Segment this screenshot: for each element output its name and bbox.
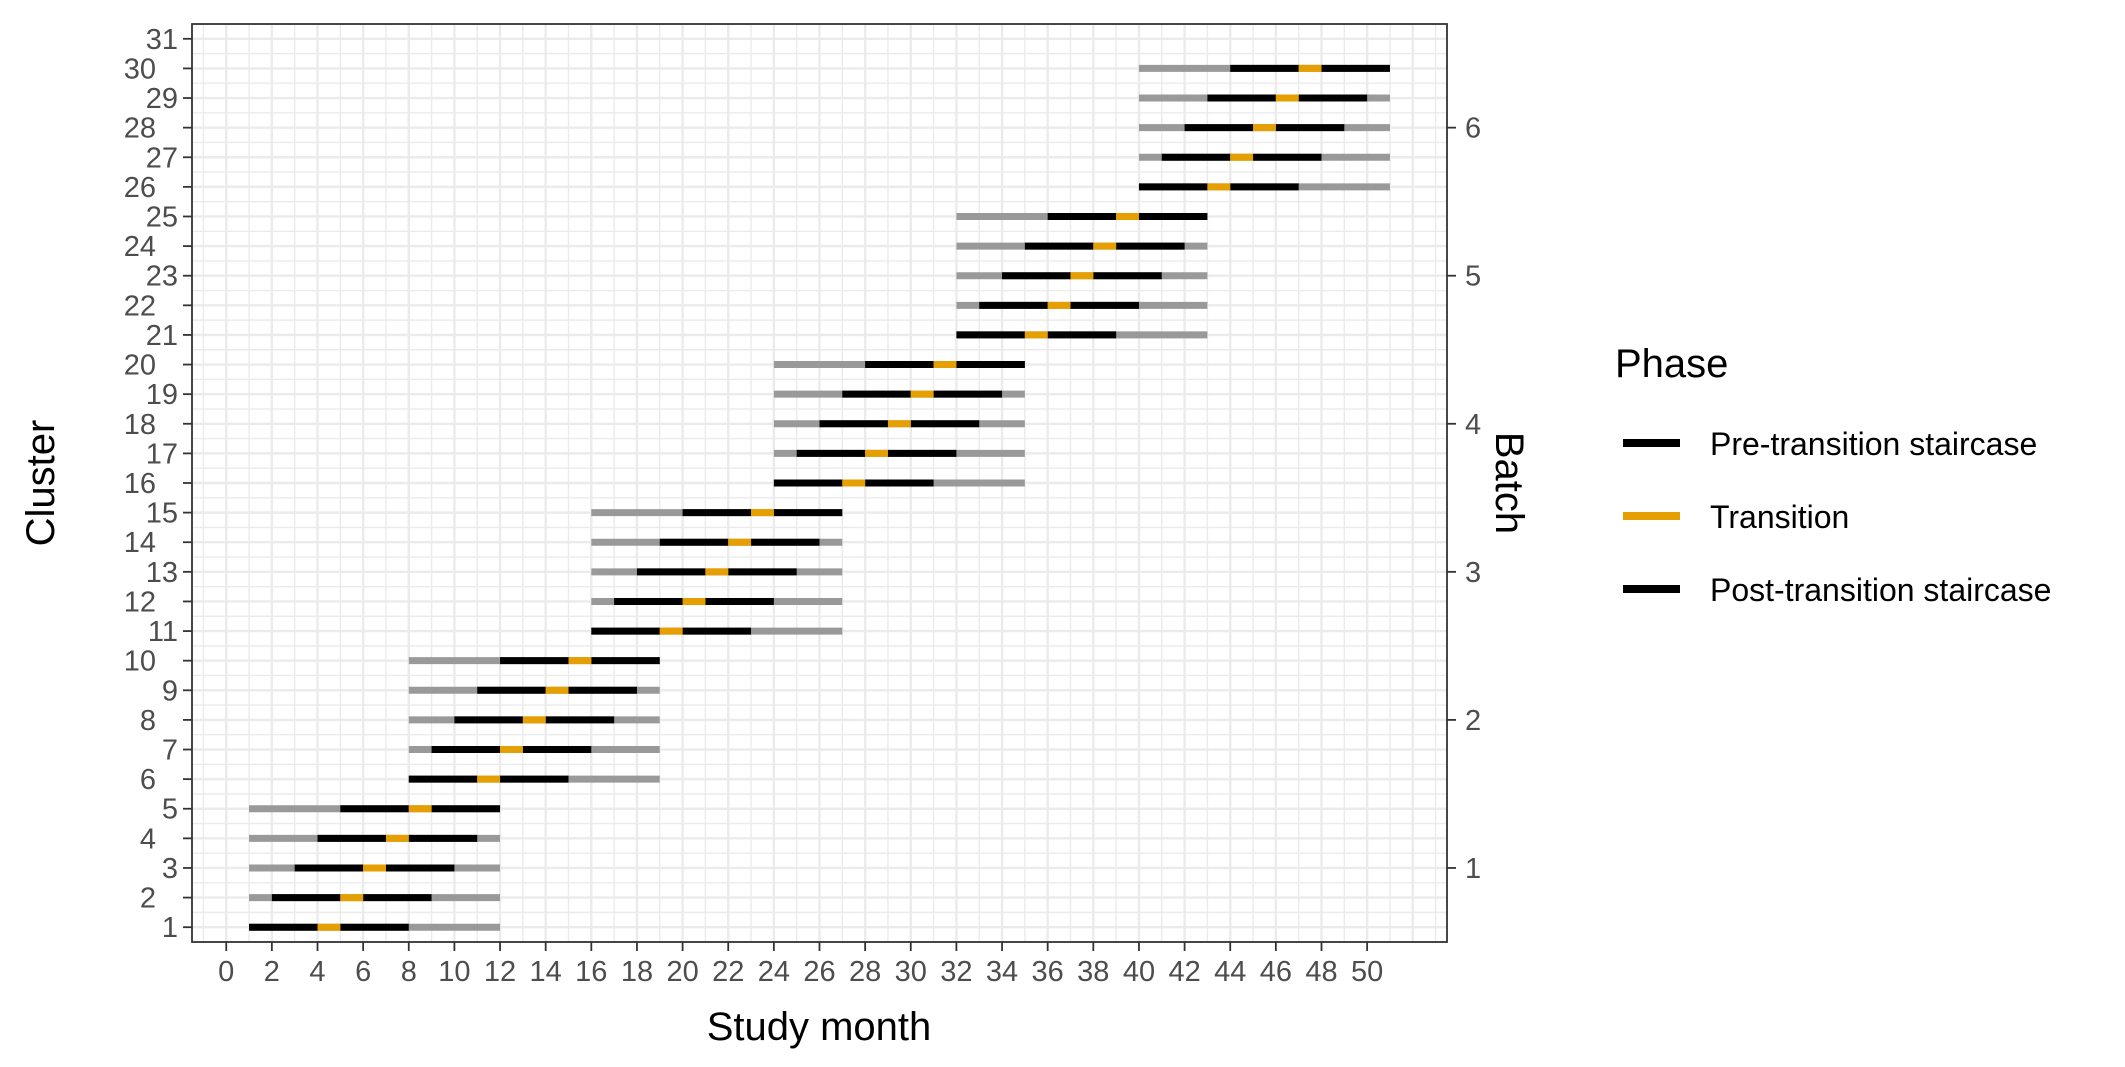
y-tick-label: 11 [148, 616, 178, 648]
x-tick-label: 26 [803, 956, 835, 988]
x-tick-label: 48 [1305, 956, 1337, 988]
x-tick-label: 36 [1032, 956, 1064, 988]
y-tick-label: 17 [146, 438, 178, 470]
y-tick-label: 2 [140, 883, 156, 915]
y-tick-label: 23 [146, 261, 178, 293]
x-tick-label: 40 [1123, 956, 1155, 988]
legend-title: Phase [1615, 342, 1728, 386]
y-tick-label: 25 [146, 201, 178, 233]
y-tick-label: 31 [146, 24, 178, 56]
x-tick-label: 28 [849, 956, 881, 988]
x-tick-label: 42 [1168, 956, 1200, 988]
x-tick-label: 10 [438, 956, 470, 988]
x-tick-label: 2 [264, 956, 280, 988]
y-tick-label: 14 [124, 527, 156, 559]
y-tick-label: 18 [124, 409, 156, 441]
y-axis-title: Cluster [19, 420, 63, 547]
y-tick-label: 6 [140, 764, 156, 796]
x-tick-label: 30 [895, 956, 927, 988]
batch-tick-label: 1 [1465, 853, 1481, 885]
x-tick-label: 16 [575, 956, 607, 988]
y-tick-label: 24 [124, 231, 156, 263]
x-tick-label: 0 [218, 956, 234, 988]
y-tick-label: 22 [124, 290, 156, 322]
x-tick-label: 12 [484, 956, 516, 988]
legend-label-post-transition: Post-transition staircase [1710, 572, 2051, 608]
x-tick-label: 32 [940, 956, 972, 988]
batch-tick-label: 2 [1465, 705, 1481, 737]
batch-tick-label: 6 [1465, 113, 1481, 145]
legend-label-transition: Transition [1710, 499, 1849, 535]
batch-tick-label: 3 [1465, 557, 1481, 589]
x-tick-label: 46 [1260, 956, 1292, 988]
y-tick-label: 4 [140, 823, 156, 855]
x-tick-label: 22 [712, 956, 744, 988]
y-tick-label: 13 [146, 557, 178, 589]
y-tick-label: 9 [162, 675, 178, 707]
y-tick-label: 7 [162, 735, 178, 767]
y-tick-label: 29 [146, 83, 178, 115]
y-axis-ticks: 1357911131517192123252729312468101214161… [124, 24, 192, 944]
cluster-phase-segments [249, 64, 1390, 931]
x-tick-label: 24 [758, 956, 790, 988]
x-tick-label: 4 [309, 956, 325, 988]
x-tick-label: 8 [401, 956, 417, 988]
legend: Phase Pre-transition staircase Transitio… [1615, 342, 2051, 608]
y-tick-label: 30 [124, 53, 156, 85]
y-tick-label: 21 [146, 320, 178, 352]
x-axis-ticks: 0 2 4 6 8 10 12 14 16 18 20 22 24 26 28 30 32 34 36 38 40 42 4… [218, 942, 1383, 988]
y-tick-label: 12 [124, 586, 156, 618]
y-tick-label: 5 [162, 794, 178, 826]
batch-tick-label: 4 [1465, 409, 1481, 441]
x-tick-label: 18 [621, 956, 653, 988]
y-tick-label: 16 [124, 468, 156, 500]
y-tick-label: 3 [162, 853, 178, 885]
legend-label-pre-transition: Pre-transition staircase [1710, 426, 2037, 462]
y-tick-label: 26 [124, 172, 156, 204]
x-tick-label: 14 [530, 956, 562, 988]
secondary-y-axis-ticks: 1 2 3 4 5 6 [1447, 113, 1481, 885]
x-tick-label: 50 [1351, 956, 1383, 988]
x-tick-label: 6 [355, 956, 371, 988]
x-axis-title: Study month [707, 1005, 932, 1049]
x-tick-label: 20 [666, 956, 698, 988]
y-tick-label: 1 [162, 912, 178, 944]
y-tick-label: 27 [146, 142, 178, 174]
y-tick-label: 28 [124, 113, 156, 145]
x-tick-label: 38 [1077, 956, 1109, 988]
y-tick-label: 8 [140, 705, 156, 737]
batch-tick-label: 5 [1465, 261, 1481, 293]
y-tick-label: 15 [146, 498, 178, 530]
x-tick-label: 44 [1214, 956, 1246, 988]
secondary-y-axis-title: Batch [1487, 432, 1531, 534]
x-tick-label: 34 [986, 956, 1018, 988]
y-tick-label: 20 [124, 350, 156, 382]
y-tick-label: 10 [124, 646, 156, 678]
y-tick-label: 19 [146, 379, 178, 411]
